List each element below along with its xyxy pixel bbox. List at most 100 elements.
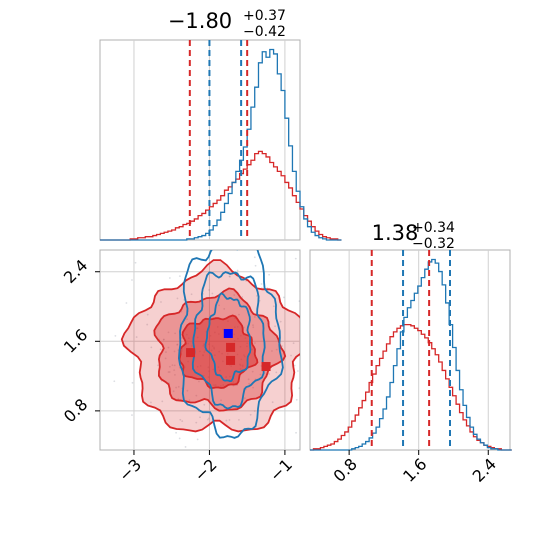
contour-sample-point xyxy=(268,273,271,276)
contour-sample-point xyxy=(176,343,179,346)
contour-sample-point xyxy=(259,373,262,376)
contour-sample-point xyxy=(131,279,133,281)
contour-level-1-1 xyxy=(191,271,266,410)
contour-sample-point xyxy=(150,401,152,404)
histogram-y-series xyxy=(310,258,512,451)
contour-sample-point xyxy=(135,336,138,338)
contour-sample-point xyxy=(134,261,137,264)
histogram-x-panel: −1.80 +0.37 −0.42 xyxy=(99,8,342,241)
contour-sample-point xyxy=(233,294,236,296)
histogram-x-title-lower: −0.42 xyxy=(243,24,286,40)
contour-sample-point xyxy=(251,370,254,373)
contour-level-1-2 xyxy=(204,292,252,383)
contour-sample-point xyxy=(208,289,211,291)
histogram-y-series-1 xyxy=(310,258,512,451)
contour-sample-point xyxy=(268,373,270,375)
contour-sample-point xyxy=(168,371,171,373)
contour-sample-point xyxy=(290,354,292,357)
contour-sample-point xyxy=(150,346,153,349)
contour-sample-point xyxy=(294,257,297,260)
contour-sample-point xyxy=(253,256,256,259)
contour-sample-point xyxy=(164,357,167,360)
contour-sample-point xyxy=(161,400,164,403)
contour-sample-point xyxy=(246,452,248,454)
contour-sample-point xyxy=(253,316,256,318)
contour-sample-point xyxy=(297,449,300,450)
contour-sample-point xyxy=(190,293,193,296)
contour-sample-point xyxy=(295,431,297,434)
contour-sample-point xyxy=(179,418,182,421)
contour-sample-point xyxy=(228,419,231,421)
contour-sample-point xyxy=(114,334,117,337)
contour-sample-point xyxy=(125,302,128,304)
contour-sample-point xyxy=(238,418,240,421)
contour-sample-point xyxy=(249,413,252,416)
contour-ytick-label: 2.4 xyxy=(60,256,91,287)
contour-sample-point xyxy=(196,438,199,441)
histogram-y-xtick-label: 1.6 xyxy=(399,454,430,485)
contour-sample-point xyxy=(173,364,176,367)
contour-xticks: −3 −2 −1 xyxy=(115,450,296,485)
histogram-y-xtick-label: 0.8 xyxy=(330,454,361,485)
contour-sample-point xyxy=(236,269,239,272)
contour-sample-point xyxy=(206,418,209,421)
contour-sample-point xyxy=(113,380,116,383)
contour-sample-point xyxy=(146,313,149,316)
contour-sample-point xyxy=(176,344,179,346)
contour-sample-point xyxy=(167,371,170,373)
contour-ytick-label: 0.8 xyxy=(60,395,91,426)
contour-sample-point xyxy=(171,364,174,367)
contour-sample-point xyxy=(252,324,254,327)
contour-sample-point xyxy=(186,389,189,392)
contour-sample-point xyxy=(131,381,134,384)
contour-sample-point xyxy=(167,346,170,349)
contour-sample-point xyxy=(293,364,296,367)
contour-sample-point xyxy=(211,292,214,295)
contour-sample-point xyxy=(176,297,179,300)
histogram-y-grid xyxy=(348,250,489,450)
contour-sample-point xyxy=(225,419,228,422)
histogram-y-xtick-label: 2.4 xyxy=(469,454,500,485)
histogram-y-series-0 xyxy=(310,323,512,451)
contour-sample-point xyxy=(94,498,96,500)
contour-sample-point xyxy=(253,410,256,412)
contour-sample-point xyxy=(195,394,198,397)
contour-sample-point xyxy=(283,296,285,299)
contour-sample-point xyxy=(162,338,165,341)
contour-sample-point xyxy=(248,382,250,385)
histogram-y-frame xyxy=(309,249,511,451)
contour-sample-point xyxy=(243,397,246,400)
contour-sample-point xyxy=(228,275,231,278)
contour-sample-point xyxy=(198,380,200,383)
contour-sample-point xyxy=(207,417,210,420)
contour-sample-point xyxy=(174,373,176,376)
contour-sample-point xyxy=(131,414,133,416)
contour-sample-point xyxy=(168,365,171,368)
histogram-x-title-upper: +0.37 xyxy=(243,8,286,24)
contour-sample-point xyxy=(159,348,162,351)
histogram-x-series-0 xyxy=(100,150,342,241)
contour-sample-point xyxy=(157,364,159,367)
histogram-y-xticks: 0.8 1.6 2.4 xyxy=(330,450,500,486)
contour-sample-point xyxy=(254,342,256,344)
contour-sample-point xyxy=(254,264,257,267)
histogram-y-title-upper: +0.34 xyxy=(412,220,455,236)
histogram-x-series-1 xyxy=(100,48,342,241)
histogram-y-quantiles xyxy=(370,250,451,450)
contour-sample-point xyxy=(260,283,263,285)
histogram-x-frame xyxy=(99,39,301,241)
contour-sample-point xyxy=(275,371,278,374)
histogram-x-quantiles xyxy=(188,40,249,240)
contour-sample-point xyxy=(295,398,298,401)
contour-panel: −3 −2 −1 0.8 1.6 2.4 xyxy=(60,249,301,500)
contour-sample-point xyxy=(252,326,255,329)
contour-sample-point xyxy=(223,308,226,310)
contour-sample-point xyxy=(175,386,178,389)
contour-marker-0 xyxy=(261,362,271,372)
contour-sample-point xyxy=(172,390,175,393)
contour-sample-point xyxy=(298,387,300,390)
contour-sample-point xyxy=(188,399,191,402)
contour-sample-point xyxy=(229,275,231,278)
contour-level-0-2 xyxy=(178,314,259,389)
contour-levels xyxy=(120,250,300,439)
